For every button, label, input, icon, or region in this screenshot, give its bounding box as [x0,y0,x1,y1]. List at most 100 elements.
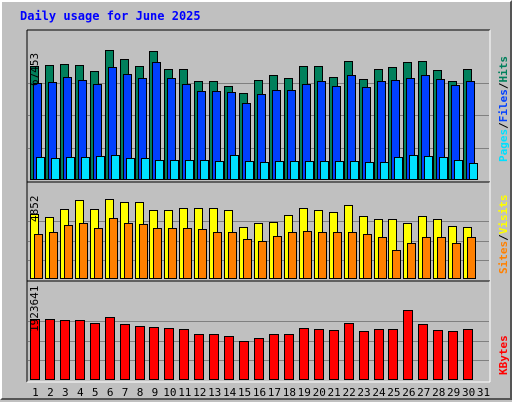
bar-sites-day-2 [49,232,58,279]
x-tick-label-day-9: 9 [152,386,159,399]
legend-separator: / [497,234,510,241]
x-tick-label-day-22: 22 [342,386,355,399]
bar-pages-day-29 [454,160,463,180]
bar-pages-day-21 [335,161,344,180]
bar-kbytes-day-4 [75,320,85,380]
bar-sites-day-3 [64,225,73,279]
x-tick-label-day-10: 10 [163,386,176,399]
bar-pages-day-20 [320,161,329,180]
bar-kbytes-day-14 [224,336,234,380]
legend-hits: Hits [497,56,510,83]
x-tick-label-day-11: 11 [178,386,191,399]
bar-kbytes-day-15 [239,341,249,380]
bar-pages-day-30 [469,163,478,180]
bar-kbytes-day-12 [194,334,204,380]
bar-kbytes-day-19 [299,328,309,380]
bar-pages-day-16 [260,162,269,180]
bar-pages-day-15 [245,161,254,180]
legend-visits: Visits [497,195,510,235]
x-tick-label-day-26: 26 [402,386,415,399]
x-tick-label-day-24: 24 [372,386,386,399]
x-tick-label-day-17: 17 [268,386,281,399]
bar-pages-day-14 [230,155,239,180]
bar-kbytes-day-7 [120,324,130,380]
bar-kbytes-day-13 [209,334,219,380]
x-tick-label-day-19: 19 [298,386,311,399]
bar-sites-day-4 [79,223,88,279]
bar-sites-day-28 [437,237,446,279]
x-tick-label-day-27: 27 [417,386,430,399]
bar-kbytes-day-3 [60,320,70,380]
bar-sites-day-12 [198,229,207,279]
bar-pages-day-19 [305,161,314,180]
x-tick-label-day-31: 31 [477,386,490,399]
legend-sites: Sites [497,241,510,274]
bar-kbytes-day-9 [149,327,159,380]
y-max-label-top: 67453 [28,53,41,86]
bar-sites-day-5 [94,228,103,279]
bar-sites-day-20 [318,232,327,279]
bar-kbytes-day-2 [45,319,55,380]
bar-sites-day-21 [333,232,342,279]
bar-sites-day-26 [407,243,416,279]
bar-pages-day-7 [126,158,135,180]
bar-sites-day-8 [139,224,148,279]
bar-kbytes-day-29 [448,331,458,380]
bar-pages-day-24 [380,162,389,180]
x-tick-label-day-3: 3 [62,386,69,399]
x-tick-label-day-12: 12 [193,386,206,399]
bar-kbytes-day-26 [403,310,413,380]
bar-sites-day-13 [213,232,222,279]
bar-sites-day-15 [243,239,252,279]
legend-visits-sites: Sites/Visits [497,195,510,275]
x-tick-label-day-15: 15 [238,386,251,399]
x-tick-label-day-7: 7 [122,386,129,399]
bar-pages-day-11 [185,160,194,180]
bar-sites-day-9 [153,228,162,279]
x-tick-label-day-21: 21 [328,386,341,399]
bar-pages-day-25 [394,157,403,180]
legend-files: Files [497,89,510,122]
bar-pages-day-27 [424,156,433,180]
bar-kbytes-day-8 [135,326,145,380]
bar-sites-day-24 [378,237,387,279]
bar-sites-day-22 [348,232,357,279]
x-tick-label-day-5: 5 [92,386,99,399]
bar-sites-day-27 [422,237,431,279]
bar-pages-day-23 [365,162,374,180]
bar-sites-day-17 [273,236,282,279]
bar-pages-day-4 [81,157,90,180]
bar-kbytes-day-5 [90,323,100,380]
x-tick-label-day-18: 18 [283,386,296,399]
bar-kbytes-day-1 [30,319,40,380]
x-tick-label-day-6: 6 [107,386,114,399]
chart-title: Daily usage for June 2025 [20,9,201,23]
bar-kbytes-day-21 [329,330,339,380]
bar-sites-day-29 [452,243,461,279]
x-tick-label-day-1: 1 [32,386,39,399]
bar-pages-day-9 [155,160,164,180]
bar-pages-day-5 [96,156,105,180]
bar-kbytes-day-27 [418,324,428,380]
bar-kbytes-day-17 [269,334,279,380]
bar-kbytes-day-22 [344,323,354,380]
bar-kbytes-day-18 [284,334,294,380]
bar-pages-day-6 [111,155,120,180]
y-max-label-bottom: 1923641 [28,286,41,332]
legend-separator: / [497,122,510,129]
bar-pages-day-2 [51,158,60,180]
bar-kbytes-day-24 [374,329,384,380]
bar-pages-day-18 [290,161,299,180]
bar-kbytes-day-16 [254,338,264,380]
bar-kbytes-day-23 [359,331,369,380]
x-tick-label-day-8: 8 [137,386,144,399]
bar-pages-day-17 [275,161,284,180]
x-tick-label-day-25: 25 [387,386,400,399]
bar-pages-day-13 [215,161,224,180]
legend-pages: Pages [497,129,510,162]
bar-sites-day-16 [258,241,267,279]
bar-pages-day-1 [36,157,45,180]
bar-sites-day-19 [303,231,312,279]
